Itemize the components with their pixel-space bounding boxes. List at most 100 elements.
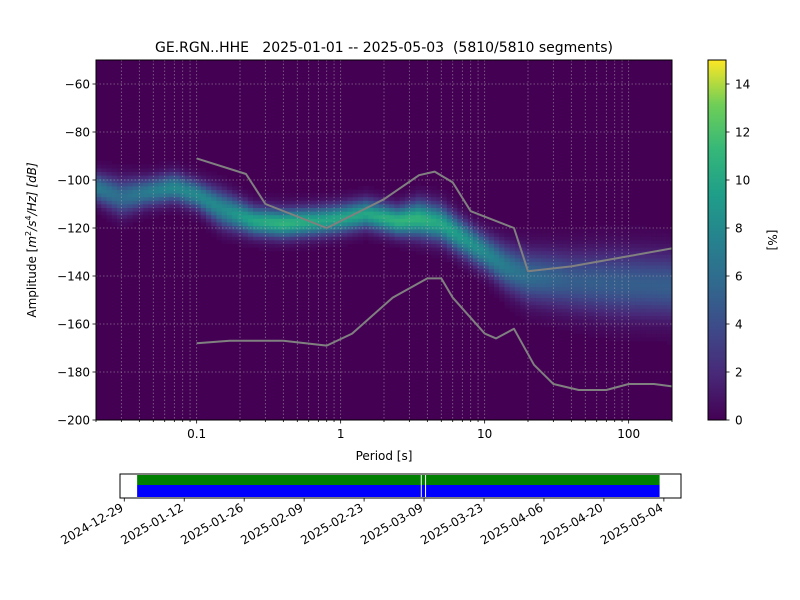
heatmap-cell [546, 229, 552, 234]
heatmap-cell [279, 232, 285, 237]
heatmap-cell [457, 254, 463, 259]
heatmap-cell [179, 196, 186, 201]
heatmap-cell [268, 232, 275, 237]
heatmap-cell [645, 337, 652, 342]
heatmap-cell [205, 207, 212, 212]
heatmap-cell [263, 211, 270, 216]
heatmap-cell [661, 261, 668, 266]
heatmap-cell [546, 301, 552, 306]
heatmap-cell [666, 276, 672, 280]
heatmap-cell [226, 218, 233, 223]
heatmap-cell [593, 333, 600, 338]
heatmap-cell [541, 250, 547, 255]
heatmap-cell [263, 240, 270, 244]
heatmap-cell [342, 243, 348, 248]
heatmap-cell [258, 247, 264, 252]
heatmap-cell [326, 193, 333, 198]
heatmap-cell [640, 308, 647, 313]
heatmap-cell [373, 214, 380, 219]
heatmap-cell [294, 193, 301, 198]
heatmap-cell [363, 186, 369, 190]
heatmap-cell [577, 319, 584, 324]
heatmap-cell [541, 272, 547, 277]
heatmap-cell [614, 283, 621, 288]
heatmap-cell [216, 178, 223, 183]
heatmap-cell [457, 218, 463, 223]
heatmap-cell [452, 222, 458, 226]
heatmap-cell [514, 268, 521, 273]
heatmap-cell [436, 243, 442, 248]
heatmap-cell [572, 254, 579, 259]
heatmap-cell [410, 207, 416, 212]
heatmap-cell [331, 200, 338, 205]
heatmap-cell [404, 189, 411, 194]
heatmap-cell [609, 247, 615, 252]
heatmap-cell [336, 236, 343, 241]
heatmap-cell [143, 164, 149, 169]
heatmap-cell [216, 200, 223, 205]
heatmap-cell [598, 240, 605, 244]
heatmap-cell [661, 276, 668, 280]
heatmap-cell [101, 171, 107, 176]
heatmap-cell [488, 290, 495, 295]
heatmap-cell [630, 330, 636, 334]
heatmap-cell [446, 193, 453, 198]
heatmap-cell [593, 312, 600, 316]
heatmap-cell [263, 229, 270, 234]
heatmap-cell [420, 186, 427, 190]
heatmap-cell [315, 204, 322, 208]
heatmap-cell [493, 225, 500, 230]
heatmap-cell [420, 222, 427, 226]
heatmap-cell [640, 326, 647, 331]
heatmap-cell [562, 229, 568, 234]
heatmap-cell [216, 186, 223, 190]
heatmap-cell [289, 196, 296, 201]
heatmap-cell [300, 240, 306, 244]
heatmap-cell [284, 196, 291, 201]
heatmap-cell [315, 236, 322, 241]
heatmap-cell [404, 200, 411, 205]
heatmap-cell [331, 236, 338, 241]
heatmap-cell [232, 225, 238, 230]
heatmap-cell [645, 333, 652, 338]
heatmap-cell [106, 164, 113, 169]
heatmap-cell [315, 218, 322, 223]
heatmap-cell [562, 254, 568, 259]
heatmap-cell [457, 261, 463, 266]
heatmap-cell [415, 189, 422, 194]
heatmap-cell [541, 265, 547, 270]
heatmap-cell [179, 214, 186, 219]
heatmap-cell [562, 286, 568, 291]
heatmap-cell [499, 258, 505, 262]
heatmap-cell [284, 214, 291, 219]
heatmap-cell [520, 279, 526, 284]
heatmap-cell [635, 268, 641, 273]
heatmap-cell [614, 304, 621, 309]
heatmap-cell [640, 322, 647, 327]
heatmap-cell [268, 200, 275, 205]
heatmap-cell [651, 268, 657, 273]
heatmap-cell [352, 189, 359, 194]
heatmap-cell [111, 182, 118, 187]
heatmap-cell [493, 254, 500, 259]
heatmap-cell [520, 276, 526, 280]
heatmap-cell [483, 250, 490, 255]
heatmap-cell [520, 297, 526, 302]
heatmap-cell [624, 304, 631, 309]
heatmap-cell [153, 182, 160, 187]
heatmap-cell [556, 326, 563, 331]
heatmap-cell [609, 240, 615, 244]
heatmap-cell [373, 232, 380, 237]
heatmap-cell [577, 276, 584, 280]
heatmap-cell [598, 279, 605, 284]
heatmap-cell [294, 200, 301, 205]
heatmap-cell [441, 214, 448, 219]
heatmap-cell [514, 232, 521, 237]
heatmap-cell [661, 294, 668, 298]
heatmap-cell [609, 286, 615, 291]
heatmap-cell [493, 247, 500, 252]
heatmap-cell [336, 243, 343, 248]
heatmap-cell [185, 168, 191, 172]
heatmap-cell [651, 301, 657, 306]
heatmap-cell [342, 236, 348, 241]
